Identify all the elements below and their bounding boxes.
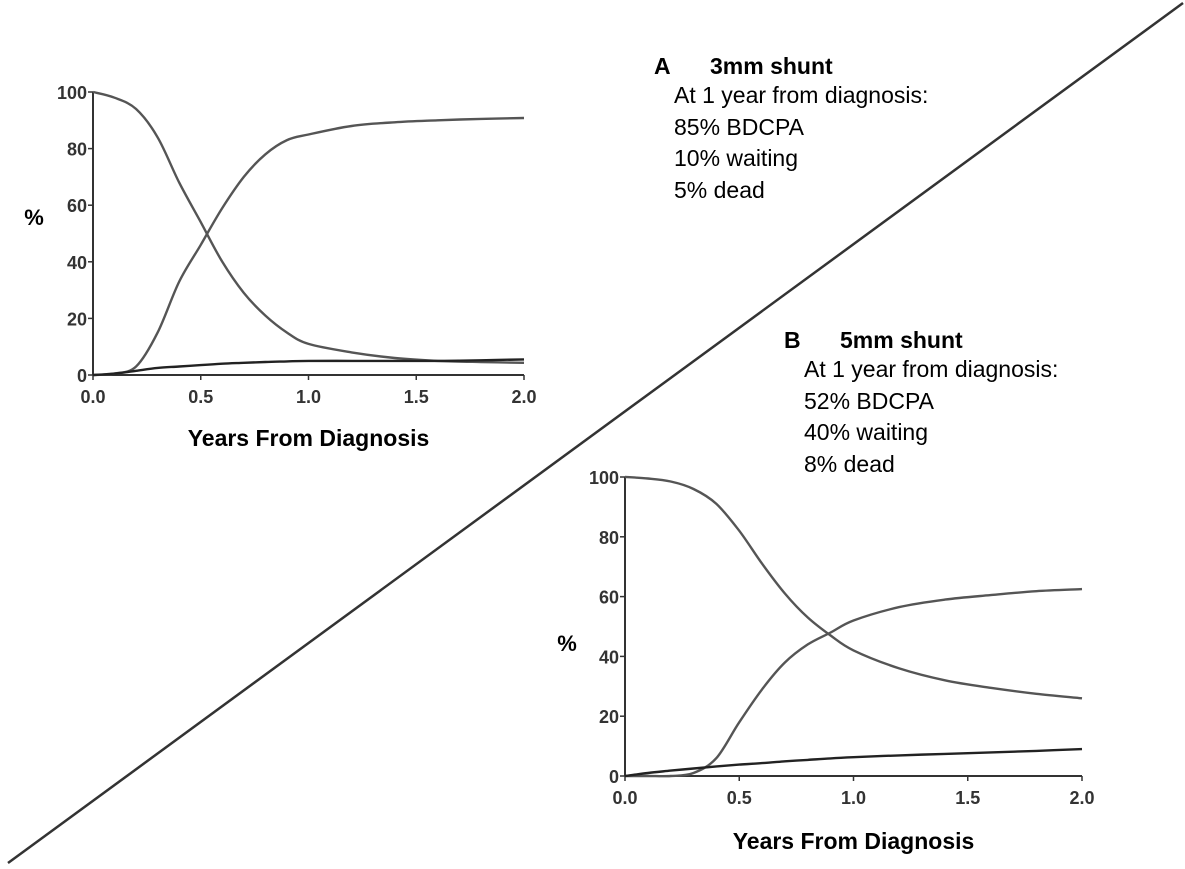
- y-tick-label: 40: [67, 253, 87, 273]
- series-line-1: [92, 90, 525, 364]
- x-tick-label: 0.5: [188, 387, 213, 407]
- x-tick-label: 0.0: [612, 788, 637, 808]
- panel-b-line-dead: 8% dead: [804, 450, 895, 477]
- y-tick-label: 40: [599, 647, 619, 667]
- panel-a-line-waiting: 10% waiting: [674, 145, 799, 171]
- y-tick-label: 20: [67, 309, 87, 329]
- panel-a-title: 3mm shunt: [710, 53, 833, 79]
- y-tick-label: 80: [67, 140, 87, 160]
- y-tick-label: 60: [67, 196, 87, 216]
- x-tick-label: 2.0: [1069, 788, 1094, 808]
- panel-b-letter: B: [784, 327, 801, 353]
- panel-a-header: A 3mm shunt: [654, 52, 928, 80]
- panel-a-line-bdcpa: 85% BDCPA: [674, 113, 804, 140]
- x-axis-label: Years From Diagnosis: [188, 425, 430, 451]
- x-tick-label: 1.5: [955, 788, 980, 808]
- y-axis-label: %: [557, 631, 577, 656]
- series-line-3: [624, 747, 1083, 778]
- series-line-2: [624, 587, 1083, 778]
- panel-a-line-intro: At 1 year from diagnosis:: [674, 82, 929, 108]
- y-tick-label: 0: [609, 767, 619, 787]
- y-tick-label: 100: [57, 83, 87, 103]
- panel-b-line-waiting: 40% waiting: [804, 419, 929, 445]
- x-tick-label: 1.0: [841, 788, 866, 808]
- y-tick-label: 60: [599, 588, 619, 608]
- chart-b: 0 20 40 60 80 100 0.0 0.5 1.0 1.5 2.0% Years From D…: [557, 468, 1094, 854]
- panel-b-line-intro: At 1 year from diagnosis:: [804, 356, 1059, 382]
- panel-a-letter: A: [654, 53, 671, 79]
- panel-b-header: B 5mm shunt: [784, 326, 1058, 354]
- y-tick-label: 20: [599, 707, 619, 727]
- x-tick-label: 0.0: [80, 387, 105, 407]
- series-line-1: [624, 475, 1083, 700]
- panel-b-title: 5mm shunt: [840, 327, 963, 353]
- chart-a: 0 20 40 60 80 100 0.0 0.5 1.0 1.5 2.0% Years From D…: [24, 83, 536, 451]
- x-tick-label: 1.0: [296, 387, 321, 407]
- x-tick-label: 2.0: [511, 387, 536, 407]
- panel-b-line-bdcpa: 52% BDCPA: [804, 387, 934, 414]
- y-tick-label: 0: [77, 366, 87, 386]
- series-line-3: [92, 358, 525, 377]
- x-tick-label: 1.5: [404, 387, 429, 407]
- y-tick-label: 80: [599, 528, 619, 548]
- diagonal-divider: [7, 1, 1184, 865]
- panel-a-summary: A 3mm shunt At 1 year from diagnosis: 85%…: [654, 52, 928, 206]
- panel-b-summary: B 5mm shunt At 1 year from diagnosis: 52%…: [784, 326, 1058, 480]
- x-tick-label: 0.5: [727, 788, 752, 808]
- y-axis-label: %: [24, 205, 44, 230]
- x-axis-label: Years From Diagnosis: [733, 828, 975, 854]
- y-tick-label: 100: [589, 468, 619, 488]
- series-line-2: [92, 116, 525, 377]
- panel-a-line-dead: 5% dead: [674, 176, 765, 203]
